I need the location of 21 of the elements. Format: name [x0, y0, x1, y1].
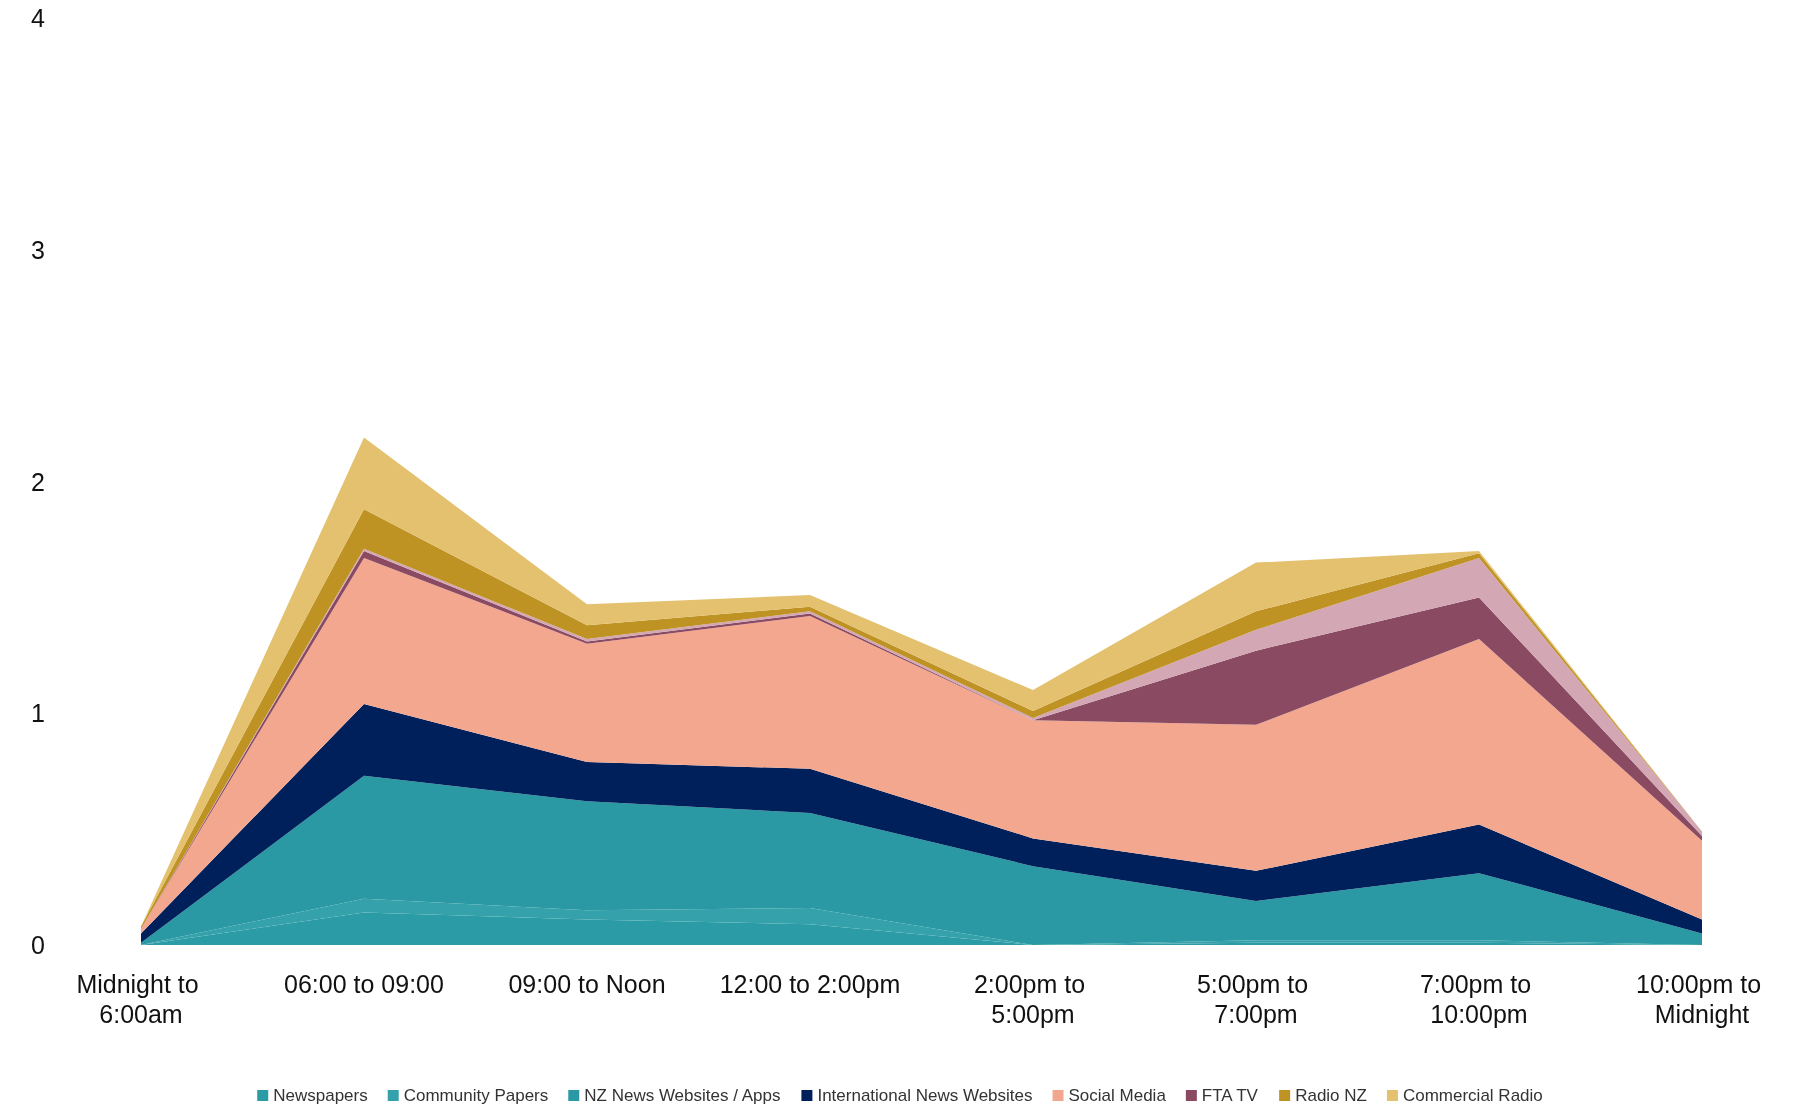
x-tick-label: 10:00pm to Midnight	[1635, 970, 1769, 1028]
legend-label: Community Papers	[403, 1086, 549, 1105]
x-tick-label: Midnight to 6:00am	[76, 970, 206, 1028]
x-tick-label: 09:00 to Noon	[508, 970, 666, 998]
x-tick-label: 2:00pm to 5:00pm	[973, 970, 1093, 1028]
legend-label: NZ News Websites / Apps	[584, 1086, 781, 1105]
x-tick-label: 06:00 to 09:00	[284, 970, 444, 998]
x-tick-label: 7:00pm to 10:00pm	[1419, 970, 1539, 1028]
y-tick-label: 2	[31, 467, 45, 496]
legend-label: Newspapers	[273, 1086, 368, 1105]
legend-label: Social Media	[1068, 1086, 1167, 1105]
legend-label: Radio NZ	[1295, 1086, 1367, 1105]
legend-label: International News Websites	[817, 1086, 1033, 1105]
x-tick-label: 12:00 to 2:00pm	[719, 970, 901, 998]
y-tick-label: 0	[31, 931, 45, 959]
y-tick-label: 4	[31, 4, 45, 32]
legend-label: Commercial Radio	[1402, 1086, 1543, 1105]
y-tick-label: 3	[31, 235, 45, 264]
x-tick-label: 5:00pm to 7:00pm	[1196, 970, 1316, 1028]
legend-label: FTA TV	[1201, 1086, 1259, 1105]
y-tick-label: 1	[31, 699, 45, 728]
